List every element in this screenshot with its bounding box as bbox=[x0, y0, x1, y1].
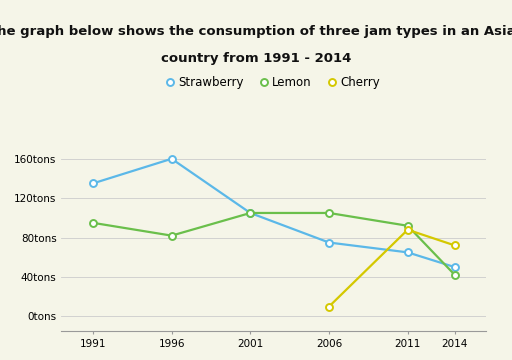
Strawberry bbox=[404, 250, 411, 255]
Strawberry bbox=[326, 240, 332, 245]
Text: The graph below shows the consumption of three jam types in an Asian: The graph below shows the consumption of… bbox=[0, 25, 512, 38]
Text: country from 1991 - 2014: country from 1991 - 2014 bbox=[161, 52, 351, 65]
Line: Strawberry: Strawberry bbox=[90, 155, 458, 271]
Cherry bbox=[326, 305, 332, 309]
Line: Lemon: Lemon bbox=[90, 210, 458, 279]
Line: Cherry: Cherry bbox=[326, 226, 458, 310]
Strawberry bbox=[90, 181, 96, 185]
Lemon bbox=[404, 224, 411, 228]
Lemon bbox=[168, 234, 175, 238]
Lemon bbox=[452, 273, 458, 277]
Strawberry bbox=[247, 211, 253, 215]
Strawberry bbox=[168, 157, 175, 161]
Lemon bbox=[326, 211, 332, 215]
Lemon bbox=[247, 211, 253, 215]
Legend: Strawberry, Lemon, Cherry: Strawberry, Lemon, Cherry bbox=[163, 71, 385, 94]
Cherry bbox=[452, 243, 458, 248]
Lemon bbox=[90, 221, 96, 225]
Cherry bbox=[404, 228, 411, 232]
Strawberry bbox=[452, 265, 458, 269]
